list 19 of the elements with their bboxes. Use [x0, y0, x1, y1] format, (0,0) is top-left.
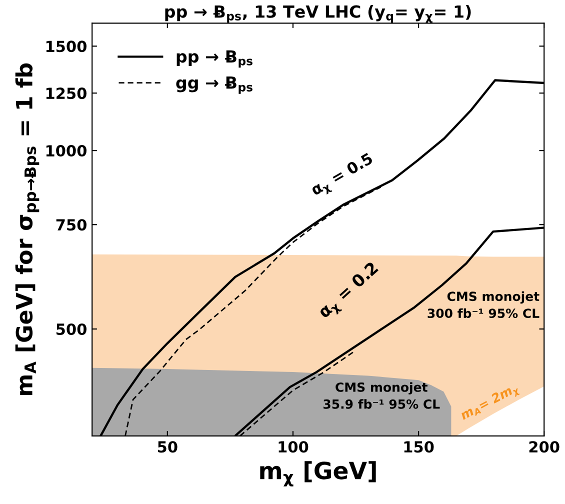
- legend-label: gg → Ƀ$_{ps}$: [176, 76, 252, 94]
- y-axis-title: m$_{A}$ [GeV] for σ$_{pp→Ƀps}$ = 1 fb: [15, 63, 40, 396]
- y-tick-label: 500: [56, 323, 87, 336]
- x-tick-label: 50: [158, 441, 178, 453]
- x-tick-label: 100: [278, 441, 308, 453]
- annotation: m$_{A}$= 2m$_{χ}$: [459, 382, 521, 424]
- annotation: α$_{χ}$ = 0.5: [310, 152, 376, 200]
- y-tick-label: 1000: [46, 145, 87, 157]
- annotation: CMS monojet 300 fb⁻¹ 95% CL: [428, 291, 540, 318]
- x-tick-label: 150: [404, 441, 434, 453]
- annotation: α$_{χ}$ = 0.2: [316, 261, 382, 322]
- annotation: CMS monojet 35.9 fb⁻¹ 95% CL: [324, 382, 440, 409]
- y-tick-label: 750: [56, 219, 87, 231]
- chart-title: pp → Ƀ$_{ps}$, 13 TeV LHC (y$_{q}$= y$_{χ}$= 1): [165, 4, 471, 23]
- legend-label: pp → Ƀ$_{ps}$: [176, 50, 252, 68]
- x-axis-title: m$_{χ}$ [GeV]: [260, 461, 376, 486]
- y-tick-label: 1500: [46, 40, 87, 52]
- x-tick-label: 200: [529, 441, 560, 453]
- y-tick-label: 1250: [46, 88, 87, 100]
